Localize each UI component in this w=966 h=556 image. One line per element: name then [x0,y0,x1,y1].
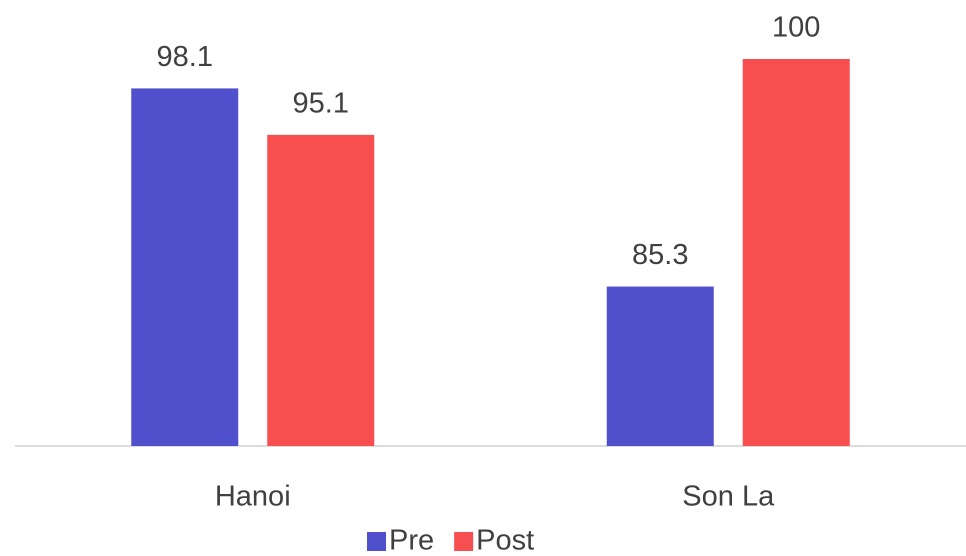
x-tick-label: Hanoi [215,481,291,513]
x-tick-label: Son La [682,481,775,513]
bar [606,286,714,446]
legend-swatch [454,532,474,551]
legend-label: Post [476,525,534,556]
legend-label: Pre [389,525,434,556]
legend-swatch [367,532,386,551]
bar [267,134,375,447]
bar [742,59,850,446]
data-label: 95.1 [293,88,349,120]
data-label: 100 [772,12,820,44]
data-label: 85.3 [632,239,688,271]
data-label: 98.1 [157,41,213,73]
bar [131,88,239,447]
